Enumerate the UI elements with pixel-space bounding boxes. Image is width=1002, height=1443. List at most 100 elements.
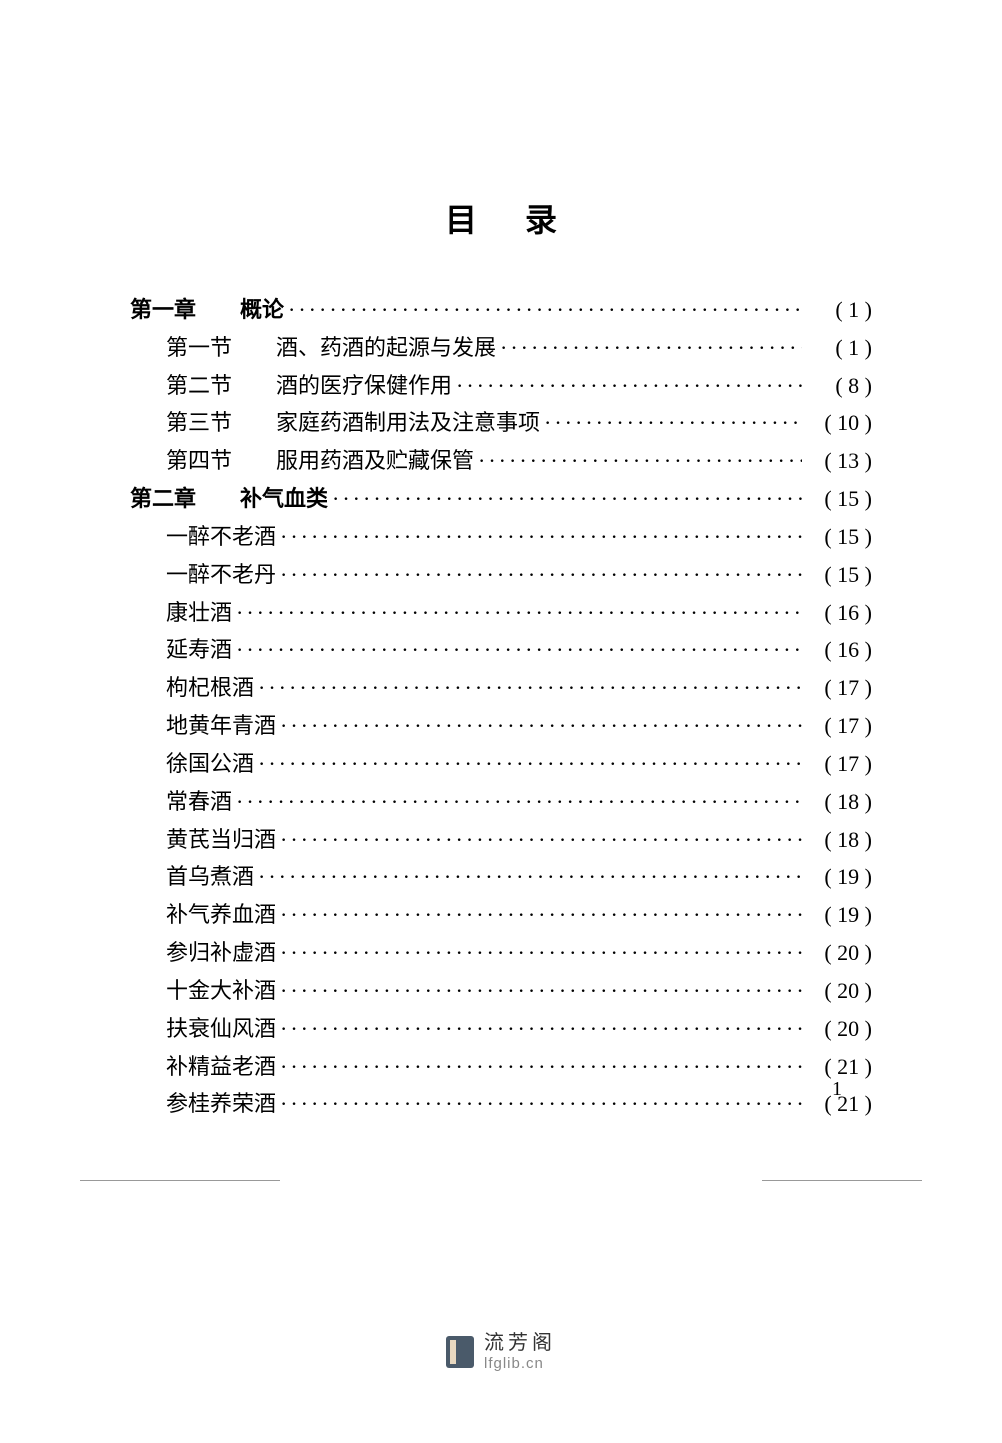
- toc-row: 康壮酒 ( 16 ): [130, 594, 872, 632]
- toc-row: 地黄年青酒 ( 17 ): [130, 707, 872, 745]
- toc-row: 第四节 服用药酒及贮藏保管 ( 13 ): [130, 442, 872, 480]
- toc-row: 第一节 酒、药酒的起源与发展 ( 1 ): [130, 329, 872, 367]
- toc-text: 参桂养荣酒: [166, 1085, 276, 1123]
- toc-text: 黄芪当归酒: [166, 821, 276, 859]
- dot-leader: [276, 1010, 802, 1048]
- dot-leader: [276, 518, 802, 556]
- toc-text: 徐国公酒: [166, 745, 254, 783]
- toc-text: 补气养血酒: [166, 896, 276, 934]
- toc-row: 扶衰仙风酒 ( 20 ): [130, 1010, 872, 1048]
- dot-leader: [254, 669, 802, 707]
- dot-leader: [276, 707, 802, 745]
- toc-text: 服用药酒及贮藏保管: [276, 442, 474, 480]
- toc-text: 枸杞根酒: [166, 669, 254, 707]
- toc-row: 第二节 酒的医疗保健作用 ( 8 ): [130, 367, 872, 405]
- toc-page: ( 16 ): [802, 594, 872, 632]
- table-of-contents: 第一章 概论 ( 1 ) 第一节 酒、药酒的起源与发展 ( 1 ) 第二节 酒的医疗保健作用 (…: [130, 291, 872, 1123]
- watermark-cn: 流芳阁: [484, 1331, 556, 1355]
- toc-row: 一醉不老丹 ( 15 ): [130, 556, 872, 594]
- toc-page: ( 16 ): [802, 631, 872, 669]
- dot-leader: [276, 821, 802, 859]
- toc-label: 第一节: [166, 329, 232, 367]
- toc-row: 延寿酒 ( 16 ): [130, 631, 872, 669]
- toc-text: 概论: [240, 291, 284, 329]
- page-number: 1: [832, 1078, 842, 1101]
- dot-leader: [496, 329, 802, 367]
- toc-label: 第二章: [130, 480, 196, 518]
- dot-leader: [276, 896, 802, 934]
- toc-page: ( 18 ): [802, 783, 872, 821]
- dot-leader: [232, 594, 802, 632]
- toc-page: ( 13 ): [802, 442, 872, 480]
- toc-row: 十金大补酒 ( 20 ): [130, 972, 872, 1010]
- toc-label: 第四节: [166, 442, 232, 480]
- toc-page: ( 20 ): [802, 972, 872, 1010]
- watermark-text: 流芳阁 lfglib.cn: [484, 1331, 556, 1373]
- toc-text: 酒的医疗保健作用: [276, 367, 452, 405]
- toc-text: 补精益老酒: [166, 1048, 276, 1086]
- toc-text: 家庭药酒制用法及注意事项: [276, 404, 540, 442]
- toc-text: 补气血类: [240, 480, 328, 518]
- toc-label: 第二节: [166, 367, 232, 405]
- toc-text: 扶衰仙风酒: [166, 1010, 276, 1048]
- toc-row: 徐国公酒 ( 17 ): [130, 745, 872, 783]
- toc-row: 常春酒 ( 18 ): [130, 783, 872, 821]
- dot-leader: [284, 291, 802, 329]
- toc-label: 第三节: [166, 404, 232, 442]
- toc-page: ( 17 ): [802, 669, 872, 707]
- dot-leader: [232, 783, 802, 821]
- toc-label: 第一章: [130, 291, 196, 329]
- toc-page: ( 17 ): [802, 745, 872, 783]
- toc-page: ( 20 ): [802, 1010, 872, 1048]
- toc-row: 补精益老酒( 21 ): [130, 1048, 872, 1086]
- toc-text: 一醉不老丹: [166, 556, 276, 594]
- watermark-en: lfglib.cn: [484, 1355, 556, 1373]
- toc-page: ( 1 ): [802, 291, 872, 329]
- toc-page: ( 15 ): [802, 556, 872, 594]
- toc-text: 首乌煮酒: [166, 858, 254, 896]
- toc-text: 地黄年青酒: [166, 707, 276, 745]
- dot-leader: [254, 858, 802, 896]
- watermark: 流芳阁 lfglib.cn: [446, 1331, 556, 1373]
- dot-leader: [276, 556, 802, 594]
- toc-row: 黄芪当归酒 ( 18 ): [130, 821, 872, 859]
- toc-page: ( 19 ): [802, 896, 872, 934]
- toc-page: ( 10 ): [802, 404, 872, 442]
- toc-text: 延寿酒: [166, 631, 232, 669]
- toc-row: 第三节 家庭药酒制用法及注意事项 ( 10 ): [130, 404, 872, 442]
- toc-row: 参归补虚酒 ( 20 ): [130, 934, 872, 972]
- toc-page: ( 1 ): [802, 329, 872, 367]
- toc-text: 参归补虚酒: [166, 934, 276, 972]
- bottom-rule: [80, 1180, 922, 1181]
- dot-leader: [540, 404, 802, 442]
- toc-row: 枸杞根酒 ( 17 ): [130, 669, 872, 707]
- dot-leader: [254, 745, 802, 783]
- dot-leader: [276, 1048, 802, 1086]
- toc-page: ( 8 ): [802, 367, 872, 405]
- toc-text: 常春酒: [166, 783, 232, 821]
- toc-page: ( 19 ): [802, 858, 872, 896]
- book-icon: [446, 1336, 474, 1368]
- dot-leader: [276, 934, 802, 972]
- toc-row: 补气养血酒 ( 19 ): [130, 896, 872, 934]
- toc-text: 一醉不老酒: [166, 518, 276, 556]
- toc-page: ( 20 ): [802, 934, 872, 972]
- toc-row: 一醉不老酒 ( 15 ): [130, 518, 872, 556]
- dot-leader: [328, 480, 802, 518]
- toc-text: 酒、药酒的起源与发展: [276, 329, 496, 367]
- toc-text: 十金大补酒: [166, 972, 276, 1010]
- dot-leader: [232, 631, 802, 669]
- toc-page: ( 15 ): [802, 518, 872, 556]
- dot-leader: [276, 1085, 802, 1123]
- toc-row: 第一章 概论 ( 1 ): [130, 291, 872, 329]
- page-container: 目录 第一章 概论 ( 1 ) 第一节 酒、药酒的起源与发展 ( 1 ) 第二节 酒的医疗保健…: [0, 0, 1002, 1123]
- toc-page: ( 18 ): [802, 821, 872, 859]
- dot-leader: [452, 367, 802, 405]
- page-title: 目录: [130, 195, 872, 241]
- toc-text: 康壮酒: [166, 594, 232, 632]
- dot-leader: [474, 442, 802, 480]
- toc-page: ( 17 ): [802, 707, 872, 745]
- toc-page: ( 15 ): [802, 480, 872, 518]
- toc-row: 首乌煮酒 ( 19 ): [130, 858, 872, 896]
- dot-leader: [276, 972, 802, 1010]
